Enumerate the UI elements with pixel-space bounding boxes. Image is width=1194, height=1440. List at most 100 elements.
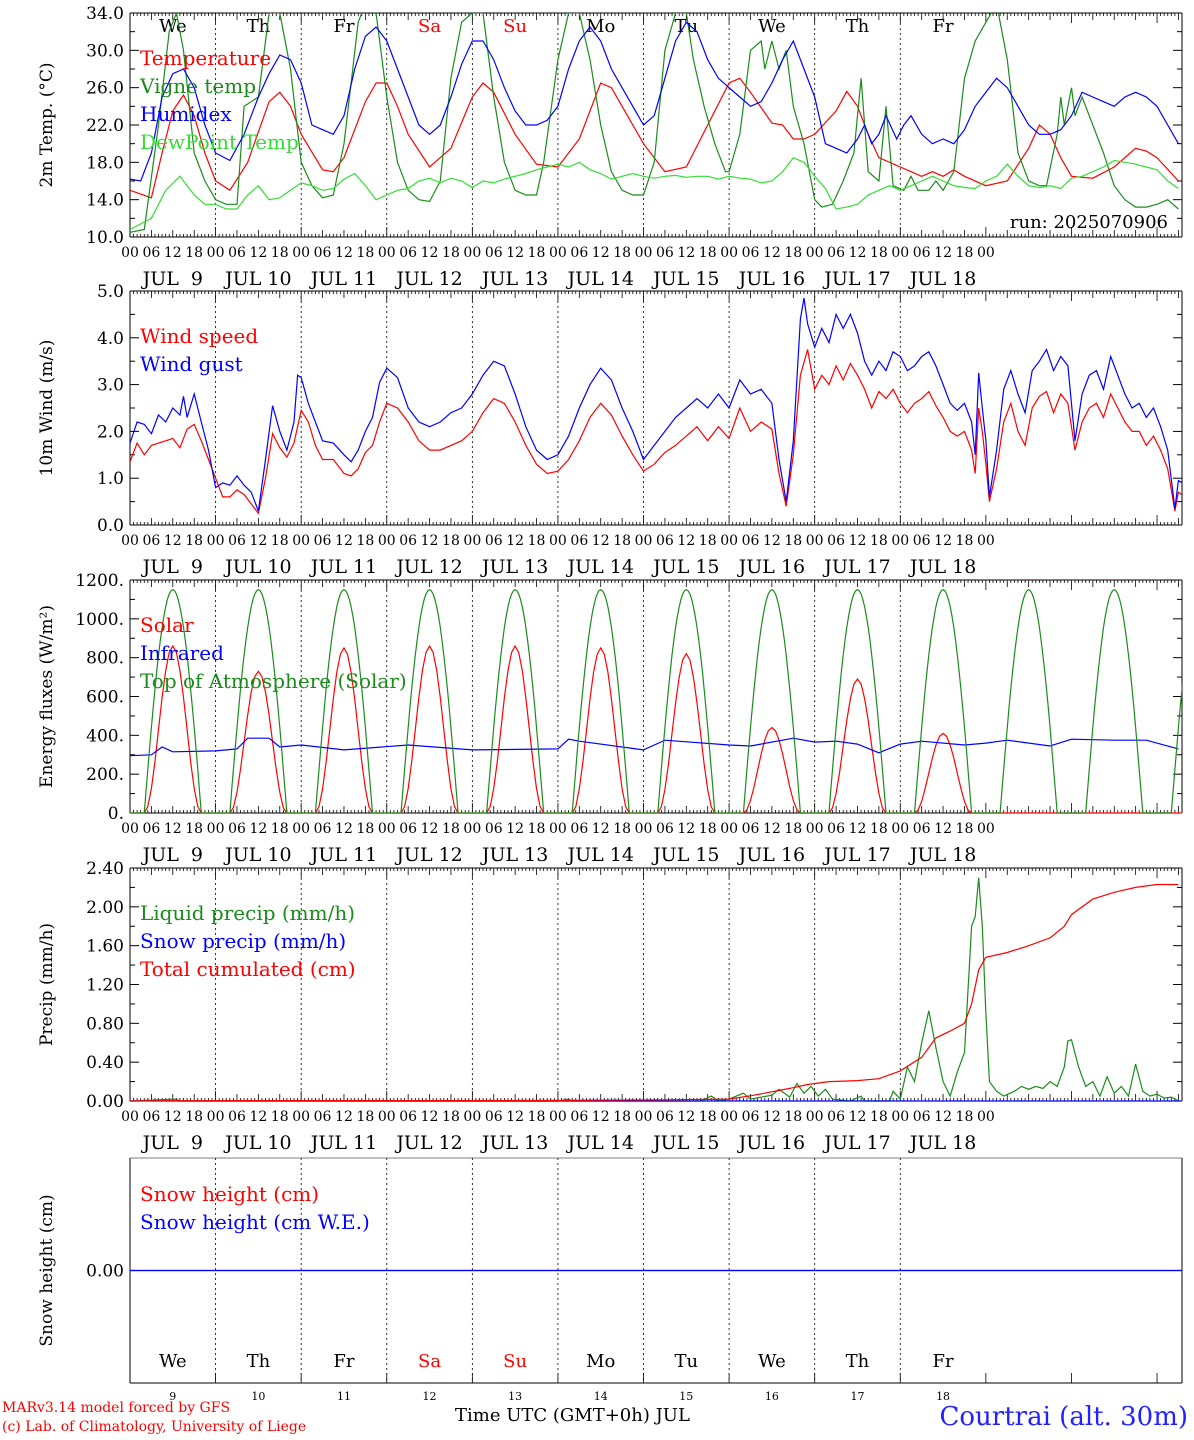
x-hour-label: 00	[891, 245, 909, 261]
x-hour-label: 18	[613, 533, 631, 549]
legend-entry: Liquid precip (mm/h)	[140, 901, 355, 925]
x-date-label: JUL 10	[223, 268, 291, 290]
y-tick-label: 18.0	[86, 153, 124, 173]
x-date-label: JUL 9	[141, 556, 203, 578]
x-hour-label: 12	[934, 1109, 952, 1125]
x-hour-label: 18	[613, 245, 631, 261]
x-hour-label: 06	[570, 821, 588, 837]
x-hour-label: 00	[977, 1109, 995, 1125]
x-hour-label: 06	[142, 533, 160, 549]
x-hour-label: 12	[763, 1109, 781, 1125]
x-hour-label: 00	[720, 245, 738, 261]
x-hour-label: 18	[185, 245, 203, 261]
x-hour-label: 18	[956, 245, 974, 261]
x-hour-label: 06	[228, 245, 246, 261]
legend-entry: Humidex	[140, 102, 232, 126]
x-hour-label: 18	[784, 821, 802, 837]
x-hour-label: 12	[249, 1109, 267, 1125]
x-date-label: JUL 10	[223, 556, 291, 578]
y-axis-title: 2m Temp. (°C)	[37, 62, 57, 187]
x-date-label: JUL 13	[480, 1132, 548, 1154]
weekday-label: We	[758, 16, 786, 37]
weekday-label: Tu	[675, 16, 699, 37]
x-hour-label: 12	[506, 1109, 524, 1125]
series-group	[130, 13, 1179, 233]
x-hour-label: 18	[699, 533, 717, 549]
x-hour-label: 18	[442, 821, 460, 837]
x-hour-label: 12	[763, 245, 781, 261]
y-tick-label: 0.00	[86, 1262, 124, 1282]
x-date-label: JUL 17	[822, 268, 890, 290]
x-hour-label: 18	[613, 821, 631, 837]
x-date-label: JUL 14	[565, 268, 633, 290]
x-hour-label: 12	[249, 821, 267, 837]
panel-snow: 0.00 Snow height (cm) Snow height (cm) Snow…	[37, 1157, 1183, 1403]
x-hour-label: 00	[635, 533, 653, 549]
x-hour-label: 06	[913, 821, 931, 837]
x-hour-label: 18	[699, 245, 717, 261]
weekday-label: Fr	[333, 16, 354, 37]
series-line-0	[130, 877, 1179, 1102]
x-hour-label: 12	[335, 245, 353, 261]
weekday-label: We	[159, 16, 187, 37]
x-hour-label: 12	[335, 1109, 353, 1125]
y-tick-label: 600.	[86, 688, 124, 708]
y-tick-label: 34.0	[86, 4, 124, 24]
station-label: Courtrai (alt. 30m)	[939, 1402, 1189, 1432]
x-date-label: JUL 12	[394, 844, 462, 866]
y-tick-label: 2.0	[97, 422, 124, 442]
y-tick-label: 2.40	[86, 859, 124, 879]
y-tick-label: 22.0	[86, 116, 124, 136]
x-hour-label: 06	[142, 245, 160, 261]
series-line-1	[130, 13, 1179, 233]
x-hour-label: 12	[164, 1109, 182, 1125]
x-hour-label: 18	[356, 533, 374, 549]
x-hour-label: 06	[827, 533, 845, 549]
x-date-label: JUL 10	[223, 844, 291, 866]
x-hour-label: 00	[207, 821, 225, 837]
x-hour-label: 00	[207, 1109, 225, 1125]
x-date-label: JUL 9	[141, 1132, 203, 1154]
x-date-label: JUL 18	[908, 1132, 976, 1154]
series-group	[130, 877, 1182, 1102]
weekday-label: Fr	[933, 16, 954, 37]
series-line-2	[130, 883, 1179, 1102]
x-hour-label: 00	[891, 1109, 909, 1125]
x-hour-label: 00	[463, 245, 481, 261]
legend-entry: Top of Atmosphere (Solar)	[140, 669, 407, 693]
x-date-label: JUL 18	[908, 556, 976, 578]
x-date-label: JUL 15	[651, 268, 719, 290]
y-tick-label: 0.0	[97, 516, 124, 536]
y-tick-label: 0.	[108, 804, 124, 824]
y-tick-label: 3.0	[97, 376, 124, 396]
weekday-label: Sa	[418, 16, 441, 37]
x-hour-label: 18	[356, 821, 374, 837]
x-hour-label: 18	[784, 533, 802, 549]
x-hour-label: 12	[849, 821, 867, 837]
x-hour-label: 00	[635, 821, 653, 837]
x-hour-label: 00	[463, 821, 481, 837]
x-hour-label: 18	[356, 245, 374, 261]
y-tick-label: 1.20	[86, 976, 124, 996]
weekday-label: We	[758, 1351, 786, 1372]
x-hour-label: 00	[635, 1109, 653, 1125]
series-line-2	[130, 588, 1182, 814]
x-hour-label: 00	[720, 533, 738, 549]
x-hour-label: 06	[399, 533, 417, 549]
x-date-label: JUL 13	[480, 268, 548, 290]
y-axis-title: Energy fluxes (W/m²)	[37, 605, 57, 788]
x-hour-label: 00	[806, 533, 824, 549]
x-hour-label: 18	[528, 533, 546, 549]
x-hour-label: 12	[763, 821, 781, 837]
x-hour-label: 12	[934, 533, 952, 549]
x-date-label: JUL 15	[651, 1132, 719, 1154]
day-number-label: 12	[423, 1390, 437, 1403]
x-date-label: JUL 9	[141, 844, 203, 866]
legend-entry: Vigne temp	[139, 74, 256, 98]
x-hour-label: 00	[378, 821, 396, 837]
x-date-label: JUL 18	[908, 268, 976, 290]
x-hour-label: 06	[827, 245, 845, 261]
day-number-label: 18	[936, 1390, 950, 1403]
x-hour-label: 00	[806, 821, 824, 837]
run-label: run: 2025070906	[1010, 212, 1168, 233]
